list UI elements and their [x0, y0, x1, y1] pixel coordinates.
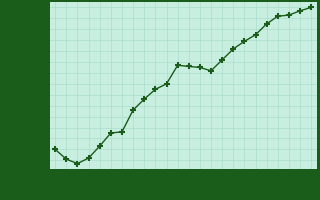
Text: Graphe pression niveau de la mer (hPa): Graphe pression niveau de la mer (hPa) [32, 184, 288, 194]
